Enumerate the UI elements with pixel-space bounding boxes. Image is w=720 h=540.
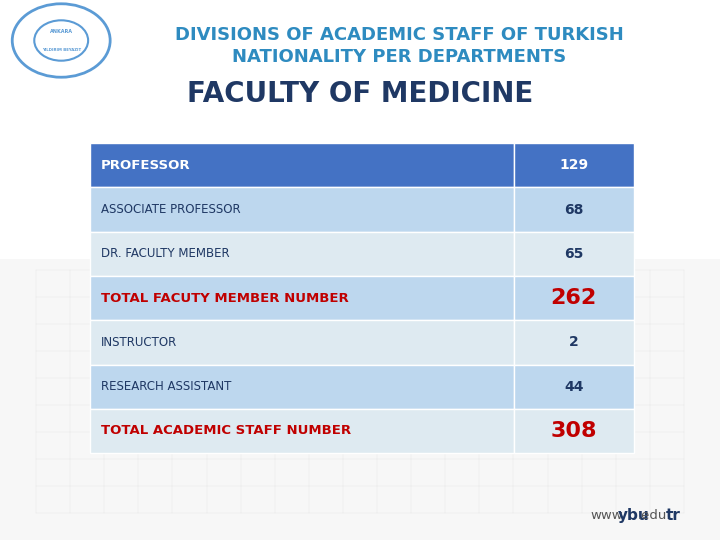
Text: 129: 129 [559,158,588,172]
FancyBboxPatch shape [90,143,514,187]
Text: ybu: ybu [618,508,649,523]
Text: RESEARCH ASSISTANT: RESEARCH ASSISTANT [101,380,231,393]
FancyBboxPatch shape [0,259,720,540]
Text: DR. FACULTY MEMBER: DR. FACULTY MEMBER [101,247,230,260]
Text: DIVISIONS OF ACADEMIC STAFF OF TURKISH: DIVISIONS OF ACADEMIC STAFF OF TURKISH [175,26,624,44]
Text: TOTAL FACUTY MEMBER NUMBER: TOTAL FACUTY MEMBER NUMBER [101,292,348,305]
Text: NATIONALITY PER DEPARTMENTS: NATIONALITY PER DEPARTMENTS [233,48,567,66]
Text: tr: tr [665,508,680,523]
FancyBboxPatch shape [514,232,634,276]
FancyBboxPatch shape [514,364,634,409]
Text: 68: 68 [564,202,583,217]
FancyBboxPatch shape [514,143,634,187]
Text: 65: 65 [564,247,583,261]
Text: 262: 262 [551,288,597,308]
FancyBboxPatch shape [90,364,514,409]
FancyBboxPatch shape [90,409,514,453]
Text: ASSOCIATE PROFESSOR: ASSOCIATE PROFESSOR [101,203,240,216]
FancyBboxPatch shape [514,276,634,320]
FancyBboxPatch shape [514,320,634,364]
Text: PROFESSOR: PROFESSOR [101,159,190,172]
FancyBboxPatch shape [514,187,634,232]
Text: FACULTY OF MEDICINE: FACULTY OF MEDICINE [187,80,533,109]
Text: 44: 44 [564,380,583,394]
Text: 308: 308 [551,421,597,441]
Text: ANKARA: ANKARA [50,29,73,34]
Text: www.: www. [590,509,626,522]
FancyBboxPatch shape [90,276,514,320]
FancyBboxPatch shape [90,320,514,364]
Text: .edu.: .edu. [638,509,672,522]
FancyBboxPatch shape [514,409,634,453]
Text: 2: 2 [569,335,579,349]
FancyBboxPatch shape [90,187,514,232]
Text: INSTRUCTOR: INSTRUCTOR [101,336,177,349]
FancyBboxPatch shape [90,232,514,276]
Text: YILDIRIM BEYAZIT: YILDIRIM BEYAZIT [42,48,81,52]
Text: TOTAL ACADEMIC STAFF NUMBER: TOTAL ACADEMIC STAFF NUMBER [101,424,351,437]
